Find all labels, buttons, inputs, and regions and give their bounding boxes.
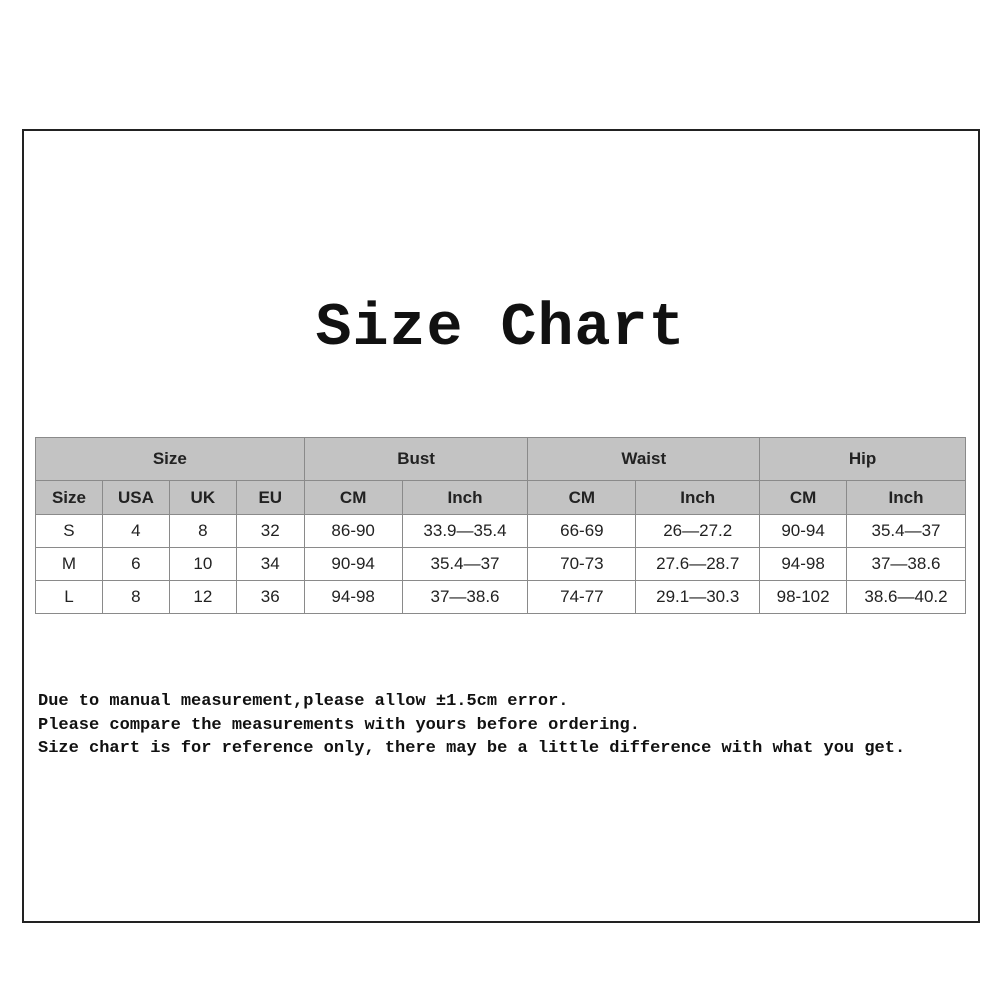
table-cell: 98-102 bbox=[759, 580, 848, 614]
notes: Due to manual measurement,please allow ±… bbox=[38, 690, 905, 761]
table-cell: 37—38.6 bbox=[846, 547, 966, 581]
table-cell: 94-98 bbox=[759, 547, 848, 581]
table-cell: 90-94 bbox=[303, 547, 403, 581]
group-header-bust: Bust bbox=[303, 437, 529, 481]
column-header: Inch bbox=[846, 480, 966, 515]
table-cell: 12 bbox=[168, 580, 237, 614]
table-cell: M bbox=[35, 547, 103, 581]
table-cell: 4 bbox=[101, 514, 170, 548]
table-cell: L bbox=[35, 580, 103, 614]
table-cell: 35.4—37 bbox=[401, 547, 529, 581]
table-cell: 27.6—28.7 bbox=[635, 547, 761, 581]
column-header: USA bbox=[101, 480, 170, 515]
group-header-hip: Hip bbox=[759, 437, 966, 481]
column-header: CM bbox=[303, 480, 403, 515]
note-line: Due to manual measurement,please allow ±… bbox=[38, 692, 569, 711]
table-cell: 74-77 bbox=[527, 580, 637, 614]
chart-frame bbox=[22, 129, 980, 923]
table-cell: 10 bbox=[168, 547, 237, 581]
table-row: M 6 10 34 90-94 35.4—37 70-73 27.6—28.7 94-98 37—… bbox=[35, 547, 966, 581]
page-title: Size Chart bbox=[315, 295, 686, 363]
column-header: Inch bbox=[401, 480, 529, 515]
table-cell: 32 bbox=[235, 514, 305, 548]
table-cell: 26—27.2 bbox=[635, 514, 761, 548]
table-cell: S bbox=[35, 514, 103, 548]
table-cell: 8 bbox=[168, 514, 237, 548]
column-header: EU bbox=[235, 480, 305, 515]
table-cell: 38.6—40.2 bbox=[846, 580, 966, 614]
table-cell: 94-98 bbox=[303, 580, 403, 614]
table-cell: 66-69 bbox=[527, 514, 637, 548]
size-table: Size Bust Waist Hip Size USA UK EU CM Inch CM I… bbox=[35, 437, 966, 614]
group-header-size: Size bbox=[35, 437, 305, 481]
column-header-row: Size USA UK EU CM Inch CM Inch CM Inch bbox=[35, 480, 966, 515]
table-cell: 36 bbox=[235, 580, 305, 614]
table-row: S 4 8 32 86-90 33.9—35.4 66-69 26—27.2 90-94 35.4… bbox=[35, 514, 966, 548]
group-header-waist: Waist bbox=[527, 437, 761, 481]
table-cell: 8 bbox=[101, 580, 170, 614]
note-line: Please compare the measurements with you… bbox=[38, 715, 640, 735]
table-cell: 35.4—37 bbox=[846, 514, 966, 548]
column-header: CM bbox=[759, 480, 848, 515]
table-row: L 8 12 36 94-98 37—38.6 74-77 29.1—30.3 98-102 38… bbox=[35, 580, 966, 614]
column-header: Size bbox=[35, 480, 103, 515]
table-cell: 6 bbox=[101, 547, 170, 581]
table-cell: 34 bbox=[235, 547, 305, 581]
table-cell: 86-90 bbox=[303, 514, 403, 548]
note-line: Size chart is for reference only, there … bbox=[38, 739, 906, 758]
column-header: Inch bbox=[635, 480, 761, 515]
column-header: CM bbox=[527, 480, 637, 515]
table-cell: 29.1—30.3 bbox=[635, 580, 761, 614]
group-header-row: Size Bust Waist Hip bbox=[35, 437, 966, 481]
table-cell: 33.9—35.4 bbox=[401, 514, 529, 548]
table-cell: 90-94 bbox=[759, 514, 848, 548]
table-cell: 37—38.6 bbox=[401, 580, 529, 614]
table-cell: 70-73 bbox=[527, 547, 637, 581]
column-header: UK bbox=[168, 480, 237, 515]
